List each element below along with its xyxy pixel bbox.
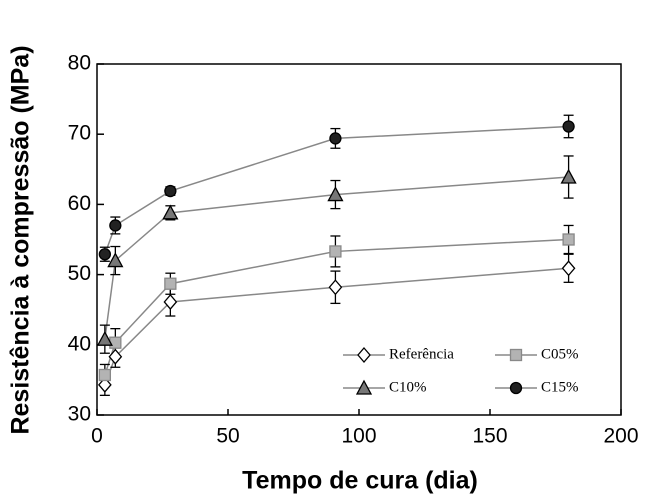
marker xyxy=(561,260,576,277)
marker xyxy=(164,277,177,290)
marker xyxy=(560,168,577,184)
x-tick-label: 200 xyxy=(603,425,638,448)
marker xyxy=(162,204,179,220)
marker xyxy=(164,184,177,198)
marker xyxy=(327,186,344,202)
marker xyxy=(98,376,112,393)
x-tick-label: 0 xyxy=(91,425,103,448)
marker xyxy=(109,336,122,349)
legend-marker xyxy=(509,348,523,362)
y-tick-label: 70 xyxy=(68,122,91,145)
legend-marker xyxy=(355,379,373,395)
legend-label: C10% xyxy=(389,379,427,395)
marker xyxy=(163,293,178,310)
x-axis-title: Tempo de cura (dia) xyxy=(242,467,478,495)
marker xyxy=(328,279,343,296)
y-axis-title: Resistência à compressão (MPa) xyxy=(7,45,35,434)
series-line xyxy=(104,176,569,340)
y-tick-label: 50 xyxy=(68,262,91,285)
x-tick-label: 100 xyxy=(341,425,376,448)
legend-label: Referência xyxy=(389,346,454,362)
marker xyxy=(107,252,124,268)
y-tick-label: 30 xyxy=(68,403,91,426)
marker xyxy=(562,120,575,133)
legend-label: C15% xyxy=(541,379,579,395)
x-tick-label: 150 xyxy=(472,425,507,448)
y-tick-label: 40 xyxy=(68,332,91,355)
legend-label: C05% xyxy=(541,346,579,362)
marker xyxy=(108,348,123,365)
marker xyxy=(329,245,342,258)
y-tick-label: 80 xyxy=(68,52,91,75)
y-tick-label: 60 xyxy=(68,192,91,215)
marker xyxy=(98,368,112,382)
marker xyxy=(96,330,113,346)
legend-marker xyxy=(357,347,371,363)
marker xyxy=(109,219,122,232)
legend-marker xyxy=(509,381,523,395)
x-tick-label: 50 xyxy=(216,425,239,448)
marker xyxy=(98,248,112,261)
marker xyxy=(562,233,575,246)
marker xyxy=(329,132,342,145)
